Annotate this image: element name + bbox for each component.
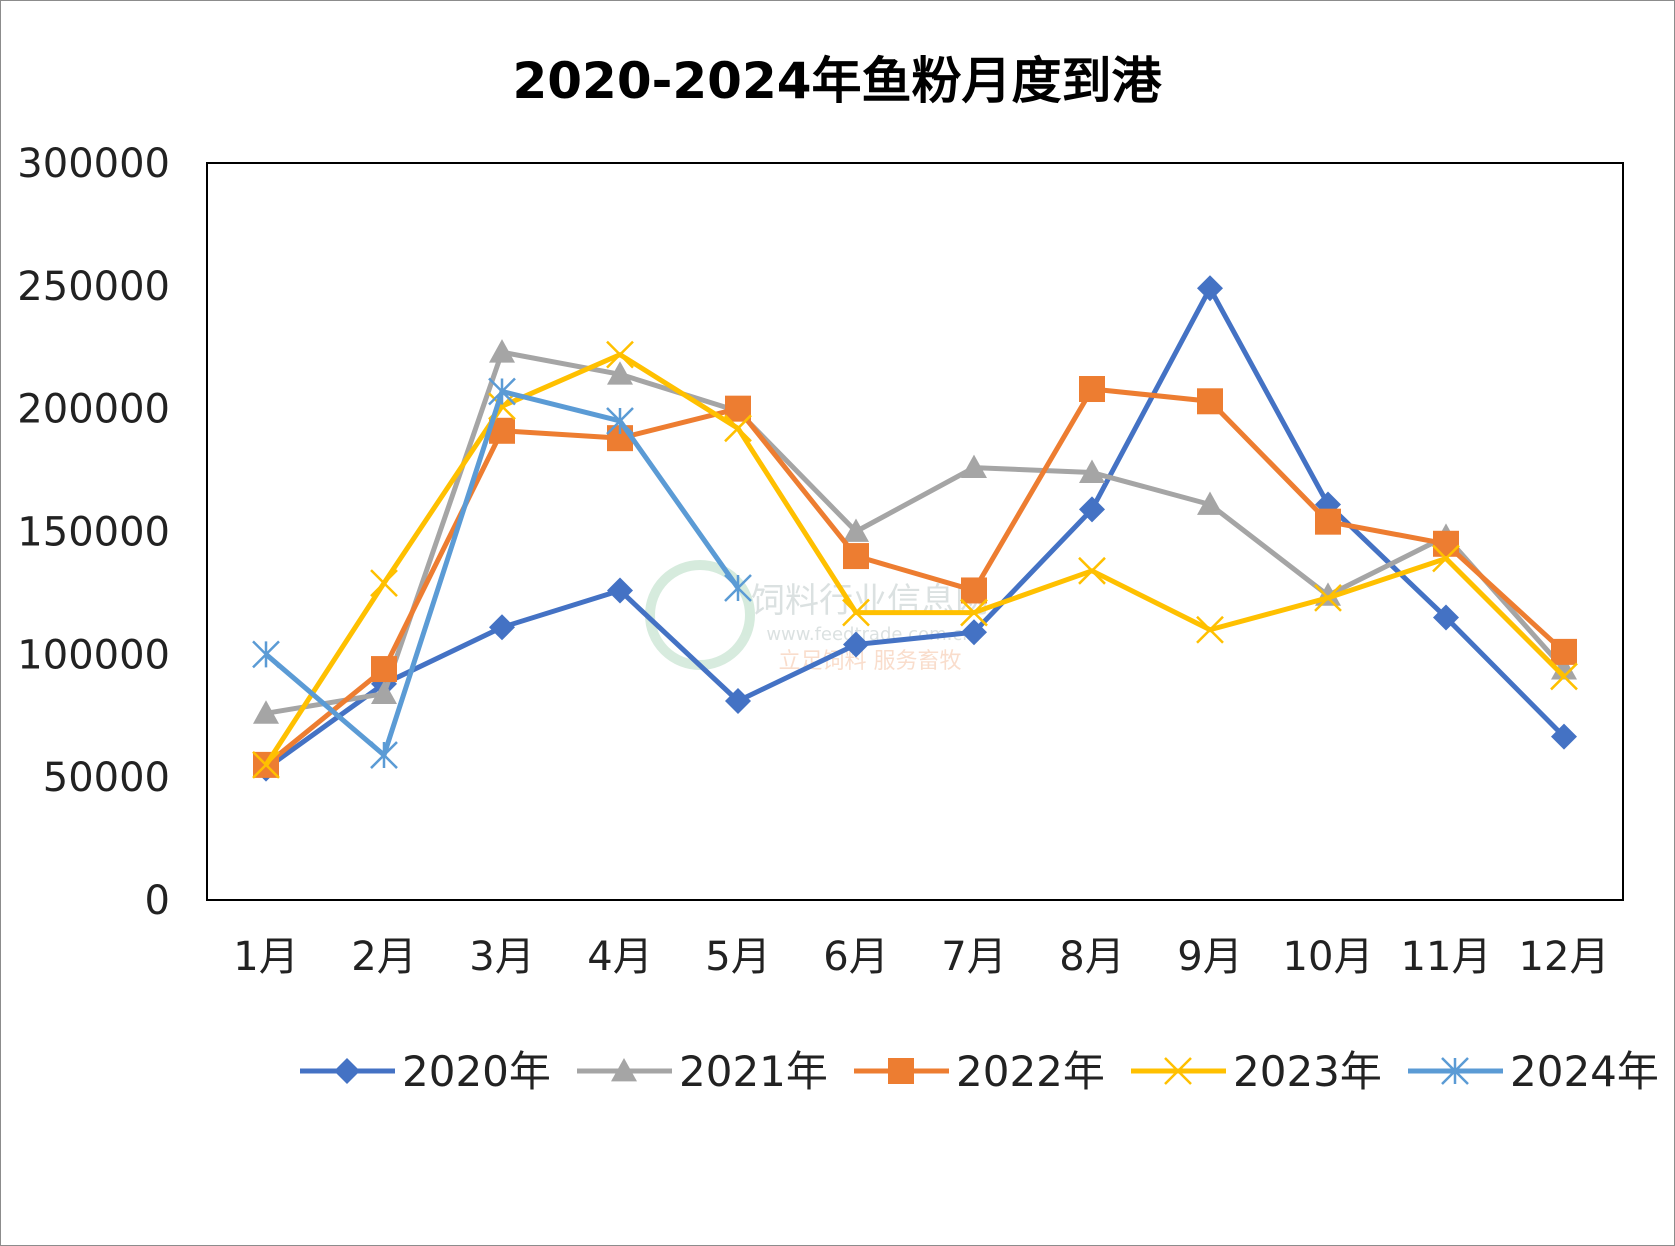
y-tick-label: 200000 — [17, 387, 170, 433]
triangle-marker — [253, 700, 279, 724]
series-2023 — [252, 340, 1578, 779]
triangle-marker — [961, 454, 987, 479]
y-tick-label: 0 — [145, 878, 170, 924]
diamond-marker — [1433, 604, 1459, 631]
x-tick-label: 12月 — [1519, 934, 1610, 980]
series-line — [263, 352, 1566, 767]
star-marker — [370, 741, 398, 769]
y-tick-label: 250000 — [17, 264, 170, 310]
plot-area — [206, 162, 1624, 901]
triangle-marker — [843, 518, 869, 542]
diamond-marker — [489, 614, 515, 641]
square-marker — [725, 395, 751, 422]
series-line — [265, 349, 1566, 716]
square-marker — [843, 543, 869, 570]
legend-item: 2020年 — [300, 1047, 551, 1096]
square-marker — [1197, 388, 1223, 415]
triangle-marker — [371, 680, 397, 705]
square-marker — [1433, 530, 1459, 557]
x-tick-label: 8月 — [1059, 934, 1124, 980]
x-marker — [724, 414, 752, 443]
x-tick-label: 6月 — [823, 934, 888, 980]
square-marker — [1551, 638, 1577, 665]
legend-label: 2020年 — [402, 1047, 551, 1096]
diamond-marker — [725, 688, 751, 715]
triangle-marker — [489, 339, 515, 363]
x-tick-label: 10月 — [1283, 934, 1374, 980]
triangle-marker — [1197, 491, 1223, 515]
diamond-marker — [334, 1058, 360, 1084]
star-marker — [1441, 1057, 1469, 1085]
square-marker — [961, 577, 987, 604]
star-marker — [724, 574, 752, 602]
legend-label: 2023年 — [1233, 1047, 1382, 1096]
legend-item: 2022年 — [854, 1047, 1105, 1096]
square-marker — [1079, 376, 1105, 403]
legend-item: 2023年 — [1131, 1047, 1382, 1096]
star-marker — [488, 377, 516, 406]
x-marker — [252, 750, 280, 779]
star-marker — [606, 407, 634, 435]
triangle-marker — [1079, 459, 1105, 483]
square-marker — [1315, 508, 1341, 535]
diamond-marker — [607, 577, 633, 604]
x-marker — [1078, 556, 1106, 585]
x-marker — [842, 598, 870, 627]
series-2024 — [252, 377, 752, 769]
y-tick-label: 300000 — [17, 141, 170, 187]
x-tick-label: 11月 — [1401, 934, 1492, 980]
x-tick-label: 2月 — [351, 934, 416, 980]
x-tick-label: 7月 — [941, 934, 1006, 980]
legend-item: 2024年 — [1408, 1047, 1659, 1096]
x-marker — [606, 340, 634, 369]
star-marker — [252, 640, 280, 669]
x-marker — [1432, 544, 1460, 573]
diamond-marker — [1197, 275, 1223, 302]
diamond-marker — [1079, 496, 1105, 523]
x-marker — [1314, 583, 1342, 612]
triangle-marker — [607, 361, 633, 385]
x-tick-label: 1月 — [233, 934, 298, 980]
legend-label: 2022年 — [956, 1047, 1105, 1096]
legend-label: 2021年 — [679, 1047, 828, 1096]
square-marker — [888, 1058, 914, 1084]
diamond-marker — [843, 631, 869, 658]
x-tick-label: 3月 — [469, 934, 534, 980]
legend-label: 2024年 — [1510, 1047, 1659, 1096]
x-marker — [1550, 662, 1578, 691]
x-tick-label: 9月 — [1177, 934, 1242, 980]
triangle-marker — [611, 1058, 637, 1082]
x-marker — [1196, 615, 1224, 644]
x-marker — [960, 598, 988, 627]
x-tick-label: 5月 — [705, 934, 770, 980]
x-marker — [370, 569, 398, 597]
square-marker — [371, 656, 397, 683]
chart-title: 2020-2024年鱼粉月度到港 — [512, 52, 1162, 110]
series-line — [264, 386, 1566, 767]
series-2022 — [253, 376, 1577, 778]
y-tick-label: 150000 — [17, 510, 170, 556]
diamond-marker — [1551, 723, 1577, 750]
watermark-slogan: 立足饲料 服务畜牧 — [779, 649, 962, 674]
diamond-marker — [1315, 491, 1341, 518]
legend-item: 2021年 — [577, 1047, 828, 1096]
y-tick-label: 100000 — [17, 632, 170, 678]
triangle-marker — [1551, 656, 1577, 680]
diamond-marker — [961, 619, 987, 646]
x-marker — [1164, 1057, 1192, 1085]
x-tick-label: 4月 — [587, 934, 652, 980]
y-tick-label: 50000 — [43, 755, 170, 801]
